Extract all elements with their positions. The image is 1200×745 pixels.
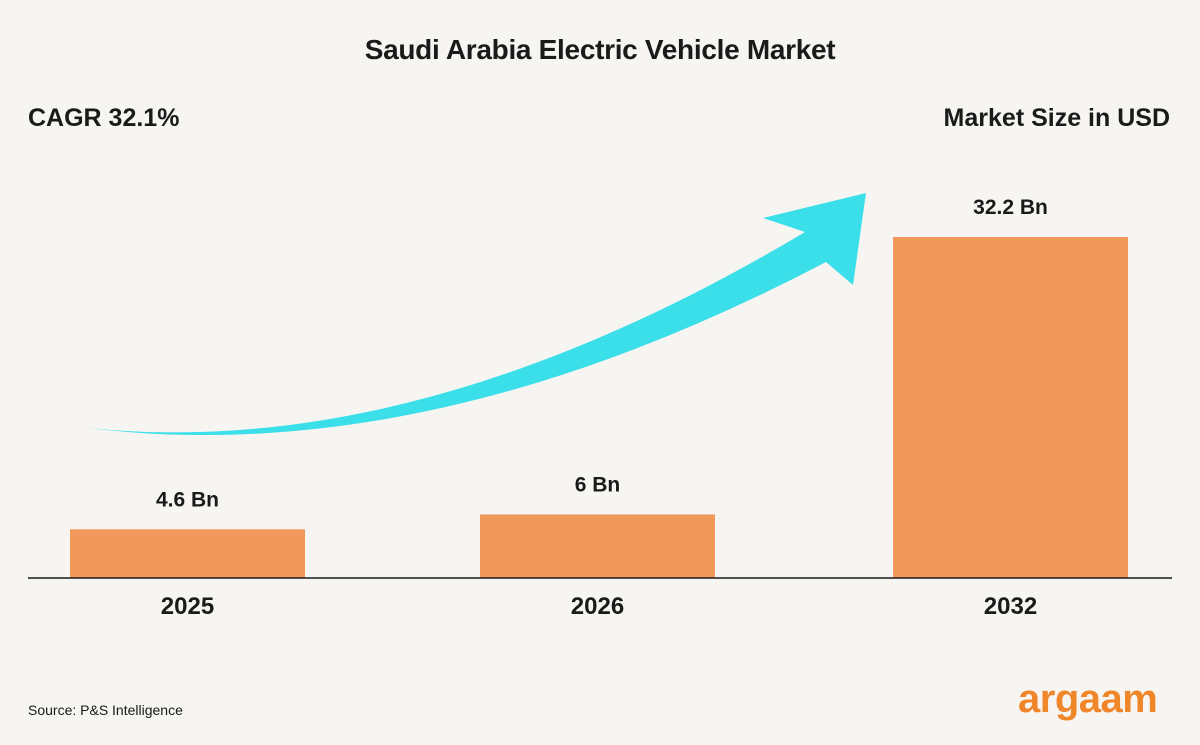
bar-2025 [70, 529, 305, 578]
source-note: Source: P&S Intelligence [28, 702, 183, 718]
argaam-logo: argaam [1018, 677, 1158, 721]
bar-2032 [893, 237, 1128, 578]
chart-title: Saudi Arabia Electric Vehicle Market [364, 34, 836, 65]
x-tick-label-2025: 2025 [161, 593, 214, 620]
cagr-annotation: CAGR 32.1% [28, 104, 180, 132]
data-label-2026: 6 Bn [575, 473, 621, 496]
y-axis-label: Market Size in USD [943, 104, 1170, 132]
x-tick-label-2026: 2026 [571, 593, 624, 620]
growth-arrow-icon [88, 193, 866, 436]
data-label-2025: 4.6 Bn [156, 488, 219, 511]
x-tick-label-2032: 2032 [984, 593, 1037, 620]
bar-2026 [480, 514, 715, 578]
data-label-2032: 32.2 Bn [973, 196, 1048, 219]
